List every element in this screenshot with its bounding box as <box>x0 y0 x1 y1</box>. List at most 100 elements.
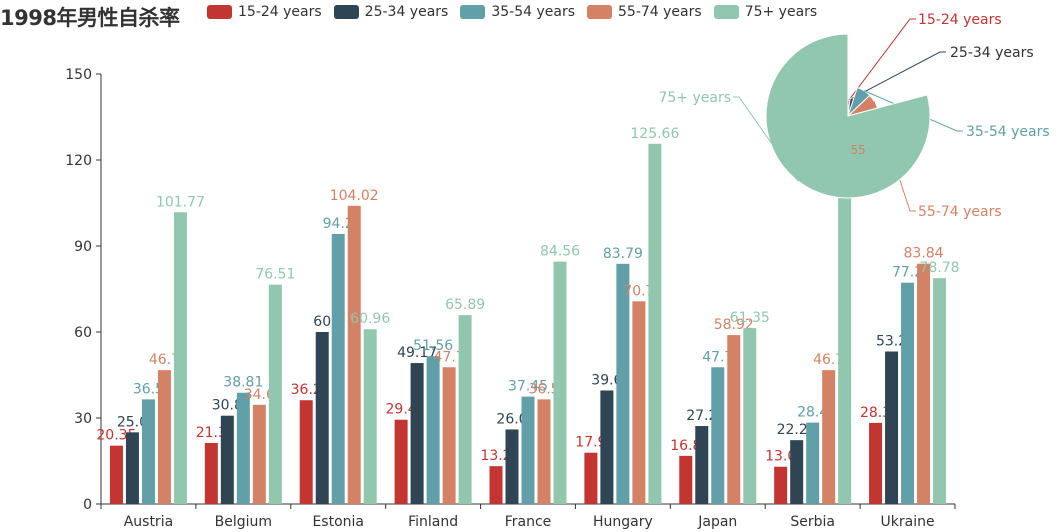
bar-75-years-japan[interactable] <box>743 328 757 504</box>
bar-25-34-years-serbia[interactable] <box>790 440 804 504</box>
legend-item-15-24[interactable]: 15-24 years <box>207 4 322 20</box>
bar-55-74-years-belgium[interactable] <box>252 404 266 504</box>
data-label-25-34-years-belgium: 30.8 <box>212 398 243 414</box>
pie-slice-75-years[interactable] <box>765 33 931 199</box>
data-label-75-years-belgium: 76.51 <box>255 267 295 283</box>
bar-75-years-hungary[interactable] <box>648 143 662 505</box>
bar-35-54-years-ukraine[interactable] <box>901 282 915 504</box>
pie-inner-label: 55 <box>850 143 865 157</box>
bar-15-24-years-japan[interactable] <box>679 455 693 504</box>
x-tick-label-hungary: Hungary <box>593 514 653 530</box>
bar-25-34-years-france[interactable] <box>505 429 519 504</box>
bar-15-24-years-belgium[interactable] <box>204 442 218 504</box>
bar-55-74-years-serbia[interactable] <box>822 370 836 504</box>
bar-15-24-years-hungary[interactable] <box>584 452 598 504</box>
bar-55-74-years-estonia[interactable] <box>347 205 361 504</box>
x-tick-label-belgium: Belgium <box>215 514 272 530</box>
data-label-55-74-years-estonia: 104.02 <box>330 188 379 204</box>
x-tick-label-japan: Japan <box>697 514 737 530</box>
bar-55-74-years-ukraine[interactable] <box>917 263 931 504</box>
data-label-15-24-years-finland: 29.4 <box>386 402 417 418</box>
legend-label-35-54: 35-54 years <box>491 4 576 20</box>
data-label-35-54-years-ukraine: 77.2 <box>892 265 923 281</box>
x-tick-label-ukraine: Ukraine <box>881 514 935 530</box>
bar-15-24-years-france[interactable] <box>489 466 503 504</box>
pie-label-75-years: 75+ years <box>658 90 731 106</box>
bar-75-years-estonia[interactable] <box>363 329 377 504</box>
legend: 15-24 years 25-34 years 35-54 years 55-7… <box>207 4 829 20</box>
legend-swatch-25-34 <box>333 5 359 19</box>
bar-25-34-years-estonia[interactable] <box>315 332 329 504</box>
bar-35-54-years-finland[interactable] <box>426 356 440 504</box>
x-tick-label-serbia: Serbia <box>790 514 835 530</box>
bar-35-54-years-france[interactable] <box>521 396 535 504</box>
bar-35-54-years-belgium[interactable] <box>236 392 250 504</box>
data-label-75-years-finland: 65.89 <box>445 297 485 313</box>
legend-item-35-54[interactable]: 35-54 years <box>460 4 575 20</box>
pie-leader-75-years <box>733 96 799 182</box>
bar-55-74-years-austria[interactable] <box>157 370 171 504</box>
data-label-35-54-years-estonia: 94.2 <box>323 216 354 232</box>
bar-75-years-belgium[interactable] <box>268 284 282 504</box>
data-label-15-24-years-belgium: 21.3 <box>196 425 227 441</box>
data-label-25-34-years-estonia: 60 <box>313 314 331 330</box>
bar-15-24-years-austria[interactable] <box>109 445 123 504</box>
legend-item-75-plus[interactable]: 75+ years <box>713 4 817 20</box>
pie-label-15-24-years: 15-24 years <box>918 12 1002 28</box>
data-label-35-54-years-finland: 51.56 <box>413 338 453 354</box>
bar-75-years-austria[interactable] <box>173 212 187 504</box>
bar-75-years-france[interactable] <box>553 261 567 504</box>
legend-swatch-15-24 <box>207 5 232 19</box>
bar-55-74-years-japan[interactable] <box>727 335 741 504</box>
x-tick-label-finland: Finland <box>408 514 458 530</box>
legend-item-25-34[interactable]: 25-34 years <box>333 4 448 20</box>
bar-35-54-years-hungary[interactable] <box>616 263 630 504</box>
bar-55-74-years-finland[interactable] <box>442 367 456 504</box>
chart-title: 1998年男性自杀率 <box>0 6 180 30</box>
bar-75-years-serbia[interactable] <box>838 162 852 504</box>
data-label-25-34-years-austria: 25.0 <box>117 414 148 430</box>
x-tick-label-estonia: Estonia <box>312 514 364 530</box>
legend-swatch-55-74 <box>587 5 613 19</box>
bar-55-74-years-hungary[interactable] <box>632 301 646 504</box>
bar-75-years-finland[interactable] <box>458 315 472 504</box>
bar-15-24-years-finland[interactable] <box>394 419 408 504</box>
bar-25-34-years-belgium[interactable] <box>220 415 234 504</box>
bar-35-54-years-japan[interactable] <box>711 367 725 504</box>
pie-leader-25-34-years <box>851 51 946 99</box>
x-tick-label-france: France <box>505 514 552 530</box>
data-label-55-74-years-finland: 47.7 <box>434 349 465 365</box>
data-label-55-74-years-austria: 46.7 <box>149 352 180 368</box>
bar-25-34-years-hungary[interactable] <box>600 390 614 504</box>
bar-25-34-years-japan[interactable] <box>695 426 709 504</box>
bar-75-years-ukraine[interactable] <box>933 278 947 504</box>
pie-label-35-54-years: 35-54 years <box>966 124 1050 140</box>
y-tick-label: 150 <box>65 67 92 83</box>
data-label-15-24-years-serbia: 13.0 <box>765 449 796 465</box>
bar-15-24-years-ukraine[interactable] <box>869 422 883 504</box>
bar-25-34-years-finland[interactable] <box>410 363 424 504</box>
bar-25-34-years-ukraine[interactable] <box>885 351 899 504</box>
data-label-75-years-estonia: 60.96 <box>350 311 390 327</box>
legend-swatch-75-plus <box>713 5 739 19</box>
bar-35-54-years-serbia[interactable] <box>806 422 820 504</box>
data-label-55-74-years-serbia: 46.7 <box>813 352 844 368</box>
bar-55-74-years-france[interactable] <box>537 399 551 504</box>
x-tick-label-austria: Austria <box>124 514 173 530</box>
y-tick-label: 90 <box>74 239 92 255</box>
bar-15-24-years-serbia[interactable] <box>774 466 788 504</box>
data-label-35-54-years-japan: 47.7 <box>702 349 733 365</box>
legend-item-55-74[interactable]: 55-74 years <box>587 4 702 20</box>
data-label-15-24-years-estonia: 36.2 <box>291 382 322 398</box>
bar-35-54-years-austria[interactable] <box>141 399 155 504</box>
data-label-25-34-years-france: 26.0 <box>496 411 527 427</box>
bar-25-34-years-austria[interactable] <box>125 432 139 504</box>
data-label-55-74-years-belgium: 34.6 <box>244 387 275 403</box>
data-label-15-24-years-hungary: 17.9 <box>575 435 606 451</box>
data-label-35-54-years-belgium: 38.81 <box>223 375 263 391</box>
bar-15-24-years-estonia[interactable] <box>299 400 313 504</box>
data-label-75-years-ukraine: 78.78 <box>920 260 960 276</box>
bar-35-54-years-estonia[interactable] <box>331 233 345 504</box>
data-label-75-years-france: 84.56 <box>540 244 580 260</box>
